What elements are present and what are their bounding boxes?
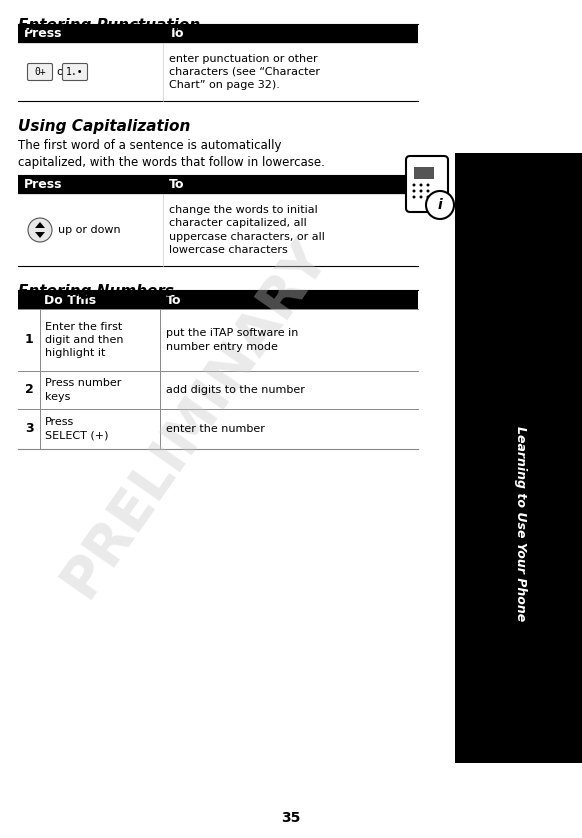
Circle shape xyxy=(28,218,52,242)
Circle shape xyxy=(420,184,423,187)
Text: To: To xyxy=(169,28,184,40)
Text: 2: 2 xyxy=(24,384,33,396)
Text: Enter the first
digit and then
highlight it: Enter the first digit and then highlight… xyxy=(45,322,123,358)
Circle shape xyxy=(420,195,423,199)
Text: Press
SELECT (+): Press SELECT (+) xyxy=(45,417,108,441)
Text: up or down: up or down xyxy=(58,225,120,235)
Text: To: To xyxy=(169,178,184,192)
FancyBboxPatch shape xyxy=(62,64,87,80)
Text: Using Capitalization: Using Capitalization xyxy=(18,119,190,134)
Text: Entering Punctuation: Entering Punctuation xyxy=(18,18,200,33)
Text: Press: Press xyxy=(24,178,62,192)
Text: Press: Press xyxy=(24,28,62,40)
Circle shape xyxy=(426,191,454,219)
Circle shape xyxy=(420,189,423,193)
Circle shape xyxy=(413,189,416,193)
Circle shape xyxy=(413,195,416,199)
Text: Entering Numbers: Entering Numbers xyxy=(18,284,174,299)
Text: Learning to Use Your Phone: Learning to Use Your Phone xyxy=(514,426,527,621)
Text: i: i xyxy=(438,198,442,212)
Text: add digits to the number: add digits to the number xyxy=(166,385,305,395)
Bar xyxy=(18,371,418,409)
Bar xyxy=(414,167,434,179)
Text: 1: 1 xyxy=(24,334,33,346)
Text: To: To xyxy=(166,293,182,307)
Text: The first word of a sentence is automatically
capitalized, with the words that f: The first word of a sentence is automati… xyxy=(18,139,325,169)
Text: 3: 3 xyxy=(24,422,33,436)
Bar xyxy=(18,43,418,101)
FancyBboxPatch shape xyxy=(27,64,52,80)
Bar xyxy=(18,176,418,194)
Text: PRELIMINARY: PRELIMINARY xyxy=(52,230,338,607)
Polygon shape xyxy=(35,222,45,228)
Text: 35: 35 xyxy=(281,811,301,825)
Circle shape xyxy=(427,189,430,193)
Text: 1.•: 1.• xyxy=(66,67,84,77)
Bar xyxy=(18,25,418,43)
Bar xyxy=(18,194,418,266)
Text: Press number
keys: Press number keys xyxy=(45,379,122,401)
FancyBboxPatch shape xyxy=(406,156,448,212)
Circle shape xyxy=(427,184,430,187)
Bar xyxy=(18,291,418,309)
Bar xyxy=(18,409,418,449)
Bar xyxy=(18,309,418,371)
Bar xyxy=(455,153,582,763)
Circle shape xyxy=(413,184,416,187)
Text: or: or xyxy=(56,67,68,77)
Text: enter punctuation or other
characters (see “Character
Chart” on page 32).: enter punctuation or other characters (s… xyxy=(169,54,320,91)
Polygon shape xyxy=(35,232,45,238)
Text: put the iTAP software in
number entry mode: put the iTAP software in number entry mo… xyxy=(166,328,299,352)
Text: Do This: Do This xyxy=(44,293,96,307)
Circle shape xyxy=(427,195,430,199)
Text: change the words to initial
character capitalized, all
uppercase characters, or : change the words to initial character ca… xyxy=(169,205,325,255)
Text: 0+: 0+ xyxy=(34,67,46,77)
Text: enter the number: enter the number xyxy=(166,424,265,434)
